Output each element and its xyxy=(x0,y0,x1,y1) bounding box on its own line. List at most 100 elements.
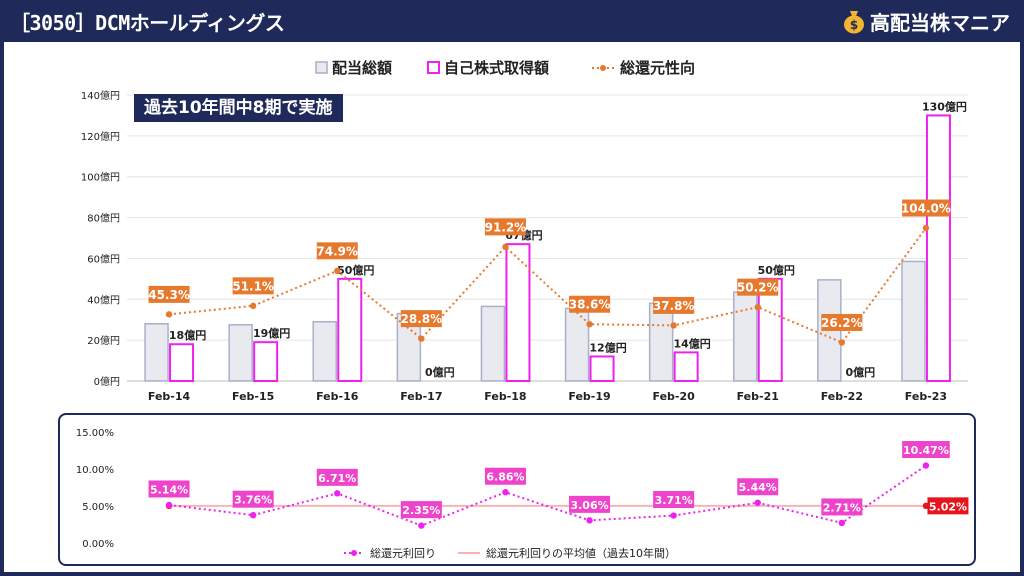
x-tick-label: Feb-21 xyxy=(737,390,779,403)
brand-name: 高配当株マニア xyxy=(870,10,1010,35)
bar-dividend xyxy=(144,323,169,382)
point-total-return-ratio xyxy=(334,267,341,275)
bar-buyback xyxy=(925,114,951,383)
bar-dividend xyxy=(733,291,758,382)
x-tick-label: Feb-18 xyxy=(484,390,526,403)
data-label-buyback: 0億円 xyxy=(846,365,876,379)
point-total-return-ratio xyxy=(670,322,677,329)
point-total-return-ratio xyxy=(838,339,846,346)
x-tick-label: Feb-17 xyxy=(400,390,442,403)
point-total-return-ratio xyxy=(586,321,593,328)
data-label-ratio: 104.0% xyxy=(901,199,951,217)
data-label-ratio-text: 38.6% xyxy=(569,298,611,312)
legend-swatch-dividend xyxy=(315,61,328,74)
point-total-return-ratio xyxy=(418,335,425,342)
legend: 配当総額 自己株式取得額 総還元性向 xyxy=(315,59,695,77)
data-label-ratio: 28.8% xyxy=(400,310,443,328)
header-bar: ［3050］DCMホールディングス $ 高配当株マニア xyxy=(0,0,1024,42)
data-label-buyback: 12億円 xyxy=(589,340,626,354)
bar-buyback xyxy=(505,243,531,382)
y-tick-label: 20億円 xyxy=(87,334,120,347)
point-total-return-ratio xyxy=(249,302,257,310)
point-total-return-ratio xyxy=(502,243,509,251)
data-label-buyback: 14億円 xyxy=(673,336,710,350)
x-tick-label: Feb-15 xyxy=(232,390,274,403)
x-tick-label: Feb-23 xyxy=(905,390,947,403)
data-label-ratio: 91.2% xyxy=(484,218,527,236)
bar-dividend xyxy=(648,302,674,382)
data-label-ratio-bg xyxy=(232,277,274,295)
data-label-buyback: 50億円 xyxy=(758,263,795,277)
data-label-ratio-text: 91.2% xyxy=(485,220,527,234)
bar-dividend xyxy=(901,260,926,382)
data-label-ratio: 51.1% xyxy=(232,277,274,295)
x-tick-label: Feb-14 xyxy=(148,390,191,403)
bar-buyback xyxy=(337,277,363,383)
data-label-ratio-bg xyxy=(316,242,358,260)
data-label-ratio-text: 37.8% xyxy=(653,299,695,313)
data-label-ratio-text: 74.9% xyxy=(316,244,358,258)
x-tick-label: Feb-22 xyxy=(821,390,863,403)
bar-buyback xyxy=(169,343,195,383)
line-total-return-ratio xyxy=(168,227,927,344)
y-tick-label: 60億円 xyxy=(87,252,120,265)
data-label-buyback: 130億円 xyxy=(922,99,967,113)
x-tick-label: Feb-16 xyxy=(316,390,359,403)
data-label-ratio-text: 26.2% xyxy=(821,316,863,330)
y-tick-label: 0億円 xyxy=(94,375,120,388)
legend-label-buyback: 自己株式取得額 xyxy=(444,59,549,77)
data-label-ratio-text: 50.2% xyxy=(737,281,779,295)
bar-buyback xyxy=(673,351,699,382)
data-label-ratio: 50.2% xyxy=(737,278,779,296)
data-label-ratio-bg xyxy=(653,296,695,314)
data-label-ratio-bg xyxy=(821,313,863,331)
yield-panel xyxy=(58,413,976,566)
data-label-ratio-bg xyxy=(400,310,442,328)
y-tick-label: 120億円 xyxy=(81,130,120,143)
frame-bottom xyxy=(0,572,1024,576)
data-label-ratio-bg xyxy=(484,218,526,236)
bar-buyback xyxy=(253,341,279,382)
data-label-ratio: 37.8% xyxy=(653,296,695,314)
data-label-ratio-text: 28.8% xyxy=(401,312,443,326)
data-label-ratio: 45.3% xyxy=(148,285,190,303)
data-label-ratio: 26.2% xyxy=(821,313,863,331)
point-total-return-ratio xyxy=(922,224,930,232)
legend-label-ratio: 総還元性向 xyxy=(620,59,695,77)
legend-marker-ratio xyxy=(600,65,606,71)
legend-label-dividend: 配当総額 xyxy=(332,59,392,77)
data-label-ratio: 38.6% xyxy=(569,295,611,313)
money-bag-icon: $ xyxy=(844,11,864,34)
legend-swatch-buyback xyxy=(427,61,440,74)
data-label-ratio-text: 45.3% xyxy=(148,288,190,302)
page-title: ［3050］DCMホールディングス xyxy=(10,11,285,35)
bar-dividend xyxy=(480,305,506,382)
y-tick-label: 80億円 xyxy=(87,212,120,225)
data-label-buyback: 19億円 xyxy=(253,326,290,340)
data-label-ratio-bg xyxy=(737,278,779,296)
data-label-ratio: 74.9% xyxy=(316,242,358,260)
point-total-return-ratio xyxy=(754,303,761,311)
x-tick-label: Feb-20 xyxy=(653,390,696,403)
data-label-ratio-bg xyxy=(902,199,950,217)
data-label-ratio-bg xyxy=(148,285,190,303)
bar-dividend xyxy=(228,324,253,382)
frame-right xyxy=(1020,42,1024,576)
svg-text:$: $ xyxy=(850,18,858,32)
data-label-ratio-bg xyxy=(569,295,611,313)
x-tick-label: Feb-19 xyxy=(568,390,610,403)
y-tick-label: 140億円 xyxy=(81,89,120,102)
frame-left xyxy=(0,42,4,576)
data-label-ratio-text: 104.0% xyxy=(901,202,951,216)
y-tick-label: 100億円 xyxy=(81,171,120,184)
data-label-ratio-text: 51.1% xyxy=(232,279,274,293)
data-label-buyback: 18億円 xyxy=(169,328,206,342)
bar-buyback xyxy=(589,355,615,383)
point-total-return-ratio xyxy=(165,311,173,318)
data-label-buyback: 50億円 xyxy=(337,263,374,277)
brand-logo: $ 高配当株マニア xyxy=(842,6,1010,36)
bar-dividend xyxy=(312,321,337,382)
data-label-buyback: 0億円 xyxy=(425,365,455,379)
shareholder-return-chart: 配当総額 自己株式取得額 総還元性向 0億円 20億円 40億円 60億円 80億円 100億円… xyxy=(81,59,968,403)
